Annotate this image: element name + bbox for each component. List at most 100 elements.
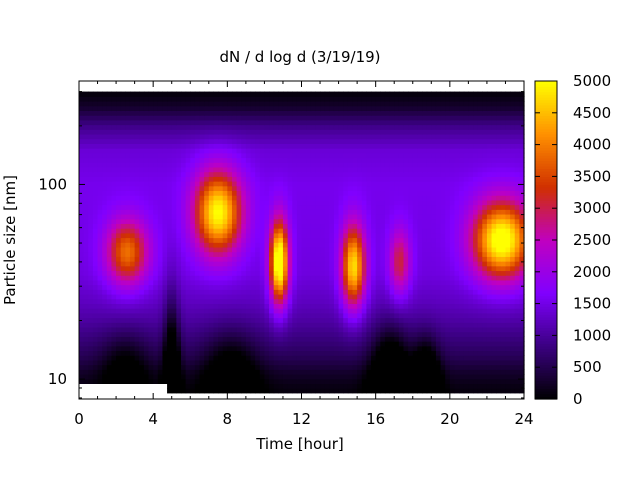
heatmap-cell [463,284,469,290]
heatmap-cell [116,275,122,281]
heatmap-cell [278,185,284,192]
heatmap-cell [208,148,215,154]
heatmap-cell [88,359,94,366]
heatmap-cell [454,312,460,319]
heatmap-cell [204,322,210,328]
heatmap-cell [500,251,507,257]
heatmap-cell [102,364,108,370]
heatmap-cell [287,190,293,196]
heatmap-cell [79,185,85,192]
heatmap-cell [259,350,266,356]
heatmap-cell [148,298,154,304]
heatmap-cell [426,176,432,182]
heatmap-cell [324,261,330,267]
heatmap-cell [412,185,418,192]
heatmap-cell [92,223,99,229]
heatmap-cell [83,256,89,262]
heatmap-cell [259,209,266,215]
heatmap-cell [408,228,414,234]
heatmap-cell [491,326,497,333]
heatmap-cell [445,199,451,206]
heatmap-cell [389,303,395,309]
heatmap-cell [92,289,99,295]
heatmap-cell [222,204,228,210]
heatmap-cell [384,157,391,163]
heatmap-cell [496,157,502,163]
heatmap-cell [320,284,326,290]
heatmap-cell [320,355,326,361]
heatmap-cell [180,185,187,192]
heatmap-cell [292,242,298,248]
heatmap-cell [106,341,113,347]
heatmap-cell [380,223,386,229]
heatmap-cell [482,355,488,361]
heatmap-cell [125,143,131,149]
heatmap-cell [435,298,442,304]
heatmap-cell [301,275,307,281]
heatmap-cell [125,270,131,276]
heatmap-cell [162,308,168,314]
heatmap-cell [468,213,474,220]
heatmap-cell [227,157,233,163]
heatmap-cell [463,185,469,192]
heatmap-cell [333,190,340,196]
heatmap-cell [88,171,94,177]
heatmap-cell [227,143,233,149]
heatmap-cell [231,308,238,314]
heatmap-cell [264,246,270,253]
heatmap-cell [190,199,196,206]
heatmap-cell [412,195,418,201]
heatmap-cell [148,355,154,361]
heatmap-cell [505,251,511,257]
heatmap-cell [245,181,252,187]
heatmap-cell [398,162,405,168]
heatmap-cell [102,293,108,300]
heatmap-cell [301,322,307,328]
heatmap-cell [519,326,525,333]
heatmap-cell [426,345,432,352]
heatmap-cell [218,209,224,215]
heatmap-cell [102,246,108,253]
heatmap-cell [486,199,493,206]
heatmap-cell [162,373,168,380]
heatmap-cell [97,190,103,196]
heatmap-cell [269,270,275,276]
heatmap-cell [394,213,400,220]
heatmap-cell [357,312,363,319]
heatmap-cell [236,289,242,295]
heatmap-cell [403,312,409,319]
heatmap-cell [384,261,391,267]
heatmap-cell [366,157,372,163]
heatmap-cell [320,298,326,304]
heatmap-cell [403,176,409,182]
heatmap-cell [97,331,103,337]
heatmap-cell [180,190,187,196]
heatmap-cell [250,322,256,328]
heatmap-cell [510,176,516,182]
heatmap-cell [287,308,293,314]
heatmap-cell [389,181,395,187]
heatmap-cell [278,364,284,370]
heatmap-cell [412,303,418,309]
heatmap-cell [398,345,405,352]
heatmap-cell [347,336,354,342]
heatmap-cell [129,162,136,168]
heatmap-cell [245,190,252,196]
heatmap-cell [389,322,395,328]
heatmap-cell [278,199,284,206]
heatmap-cell [287,218,293,224]
heatmap-cell [482,152,488,159]
heatmap-cell [361,213,367,220]
heatmap-cell [102,195,108,201]
heatmap-cell [259,218,266,224]
heatmap-cell [194,181,201,187]
heatmap-cell [167,223,173,229]
heatmap-cell [282,209,289,215]
heatmap-cell [180,279,187,286]
heatmap-cell [398,190,405,196]
heatmap-cell [459,251,465,257]
heatmap-cell [259,284,266,290]
heatmap-cell [482,284,488,290]
heatmap-cell [422,166,428,173]
heatmap-cell [292,213,298,220]
